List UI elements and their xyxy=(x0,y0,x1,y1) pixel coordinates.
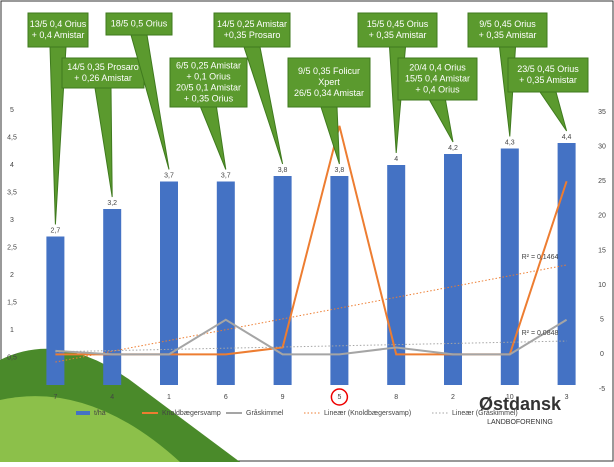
callout-text: 6/5 0,25 Amistar xyxy=(176,60,241,70)
bar xyxy=(330,176,349,385)
x-tick-label: 2 xyxy=(451,394,455,401)
callout-text: 9/5 0,35 Folicur xyxy=(298,66,360,76)
callout-text: 26/5 0,34 Amistar xyxy=(294,88,364,98)
callout-text: + 0,26 Amistar xyxy=(74,73,132,83)
y2-tick-label: 10 xyxy=(598,282,606,289)
bar xyxy=(444,154,462,385)
value-label: 2,7 xyxy=(51,227,61,234)
x-tick-label: 8 xyxy=(394,394,398,401)
bar xyxy=(216,181,235,385)
x-tick-label: 1 xyxy=(167,394,171,401)
x-tick-label: 10 xyxy=(506,394,514,401)
legend-label: Lineær (Knoldbægersvamp) xyxy=(324,410,411,417)
value-label: 3,7 xyxy=(221,172,231,179)
value-label: 3,2 xyxy=(107,200,117,207)
value-label: 4 xyxy=(394,156,398,163)
callout xyxy=(105,12,173,36)
decoration xyxy=(0,396,180,462)
x-tick-label: 7 xyxy=(53,394,57,401)
value-label: 3,8 xyxy=(335,167,345,174)
y-tick-label: 4 xyxy=(10,162,14,169)
trendline xyxy=(55,264,567,363)
callout-text: 20/5 0,1 Amistar xyxy=(176,82,241,92)
y2-tick-label: 0 xyxy=(600,351,604,358)
bar xyxy=(387,165,406,385)
legend-label: Gråskimmel xyxy=(246,409,284,417)
y-tick-label: 3,5 xyxy=(7,189,17,196)
callout-text: 14/5 0,25 Amistar xyxy=(217,19,287,29)
logo: Østdansk xyxy=(479,394,562,414)
x-tick-label: 4 xyxy=(110,394,114,401)
y2-tick-label: 15 xyxy=(598,247,606,254)
bar xyxy=(160,181,178,385)
legend-swatch xyxy=(76,411,90,415)
x-tick-label: 3 xyxy=(565,394,569,401)
value-label: 3,7 xyxy=(164,172,174,179)
callout-text: + 0,4 Orius xyxy=(415,84,460,94)
bar xyxy=(500,148,519,385)
callout-text: 13/5 0,4 Orius xyxy=(30,19,87,29)
x-tick-label: 6 xyxy=(224,394,228,401)
trend-label: R² = 0,0848 xyxy=(522,330,559,337)
y-tick-label: 5 xyxy=(10,107,14,114)
callout-text: + 0,35 Orius xyxy=(184,93,234,103)
callout-text: + 0,1 Orius xyxy=(186,71,231,81)
callout-text: Xpert xyxy=(318,77,340,87)
callout-text: 18/5 0,5 Orius xyxy=(111,18,168,28)
value-label: 3,8 xyxy=(278,167,288,174)
y-tick-label: 1 xyxy=(10,327,14,334)
callout-text: 9/5 0,45 Orius xyxy=(479,19,536,29)
y-tick-label: 2,5 xyxy=(7,244,17,251)
callout xyxy=(27,12,89,48)
callout-text: 15/5 0,4 Amistar xyxy=(405,73,470,83)
bar xyxy=(46,236,65,385)
y-tick-label: 2 xyxy=(10,272,14,279)
callout-text: 20/4 0,4 Orius xyxy=(409,62,466,72)
x-tick-label: 5 xyxy=(337,394,341,401)
legend-label: t/ha xyxy=(94,410,106,417)
value-label: 4,3 xyxy=(505,139,515,146)
highlight xyxy=(330,388,349,406)
callout xyxy=(467,12,548,48)
y2-tick-label: 35 xyxy=(598,109,606,116)
callout xyxy=(397,57,478,101)
callout-text: + 0,35 Amistar xyxy=(369,30,427,40)
callout xyxy=(507,57,589,93)
trendline xyxy=(55,340,567,353)
y-tick-label: 4,5 xyxy=(7,134,17,141)
line xyxy=(55,318,568,356)
callout-text: + 0,35 Amistar xyxy=(519,75,577,85)
legend-label: Lineær (Gråskimmel) xyxy=(452,409,518,417)
value-label: 4,4 xyxy=(562,134,572,141)
y-tick-label: 0,5 xyxy=(7,354,17,361)
callout-text: +0,35 Prosaro xyxy=(224,30,281,40)
callout-text: + 0,35 Amistar xyxy=(479,30,537,40)
trend-label: R² = 0,1464 xyxy=(522,254,559,261)
y2-tick-label: 5 xyxy=(600,317,604,324)
callout xyxy=(213,12,291,48)
y2-tick-label: -5 xyxy=(599,386,605,393)
callout-text: 23/5 0,45 Orius xyxy=(517,64,579,74)
x-tick-label: 9 xyxy=(281,394,285,401)
y2-tick-label: 30 xyxy=(598,143,606,150)
legend-label: Knoldbægersvamp xyxy=(162,410,221,417)
y2-tick-label: 20 xyxy=(598,213,606,220)
y-tick-label: 1,5 xyxy=(7,299,17,306)
value-label: 4,2 xyxy=(448,145,458,152)
callout-text: 15/5 0,45 Orius xyxy=(367,19,429,29)
bar xyxy=(557,143,576,385)
logo-sub: LANDBOFORENING xyxy=(487,419,553,426)
callout-text: + 0,4 Amistar xyxy=(32,30,85,40)
y-tick-label: 3 xyxy=(10,217,14,224)
y2-tick-label: 25 xyxy=(598,178,606,185)
callout xyxy=(169,57,248,108)
callout xyxy=(357,12,438,48)
callout xyxy=(287,57,371,108)
callout-text: 14/5 0,35 Prosaro xyxy=(67,62,139,72)
bar xyxy=(103,209,122,385)
